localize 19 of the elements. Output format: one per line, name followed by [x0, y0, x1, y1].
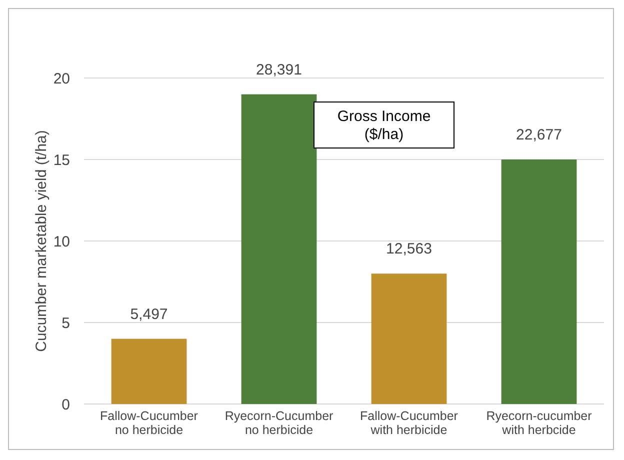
y-axis-title: Cucumber marketable yield (t/ha) — [33, 130, 50, 352]
x-tick-label: Ryecorn-cucumber with herbcide — [486, 409, 592, 437]
annotation: 28,391 — [256, 61, 302, 78]
bar — [501, 160, 577, 404]
y-tick-label: 20 — [53, 70, 70, 88]
bar — [371, 274, 447, 404]
y-tick-label: 10 — [53, 233, 70, 250]
bar — [241, 94, 317, 404]
y-tick-label: 5 — [62, 314, 70, 332]
annotation: 5,497 — [130, 306, 168, 323]
x-tick-label: Fallow-Cucumber with herbicide — [360, 409, 458, 437]
x-tick-label: Ryecorn-Cucumber no herbicide — [224, 409, 334, 437]
annotation: Gross Income ($/ha) — [337, 108, 431, 143]
x-tick-label: Fallow-Cucumber no herbicide — [100, 409, 198, 437]
y-tick-label: 15 — [53, 152, 70, 169]
annotation: 22,677 — [516, 126, 562, 144]
bar — [111, 338, 187, 404]
y-tick-label: 0 — [62, 396, 70, 414]
annotation: 12,563 — [386, 240, 432, 258]
